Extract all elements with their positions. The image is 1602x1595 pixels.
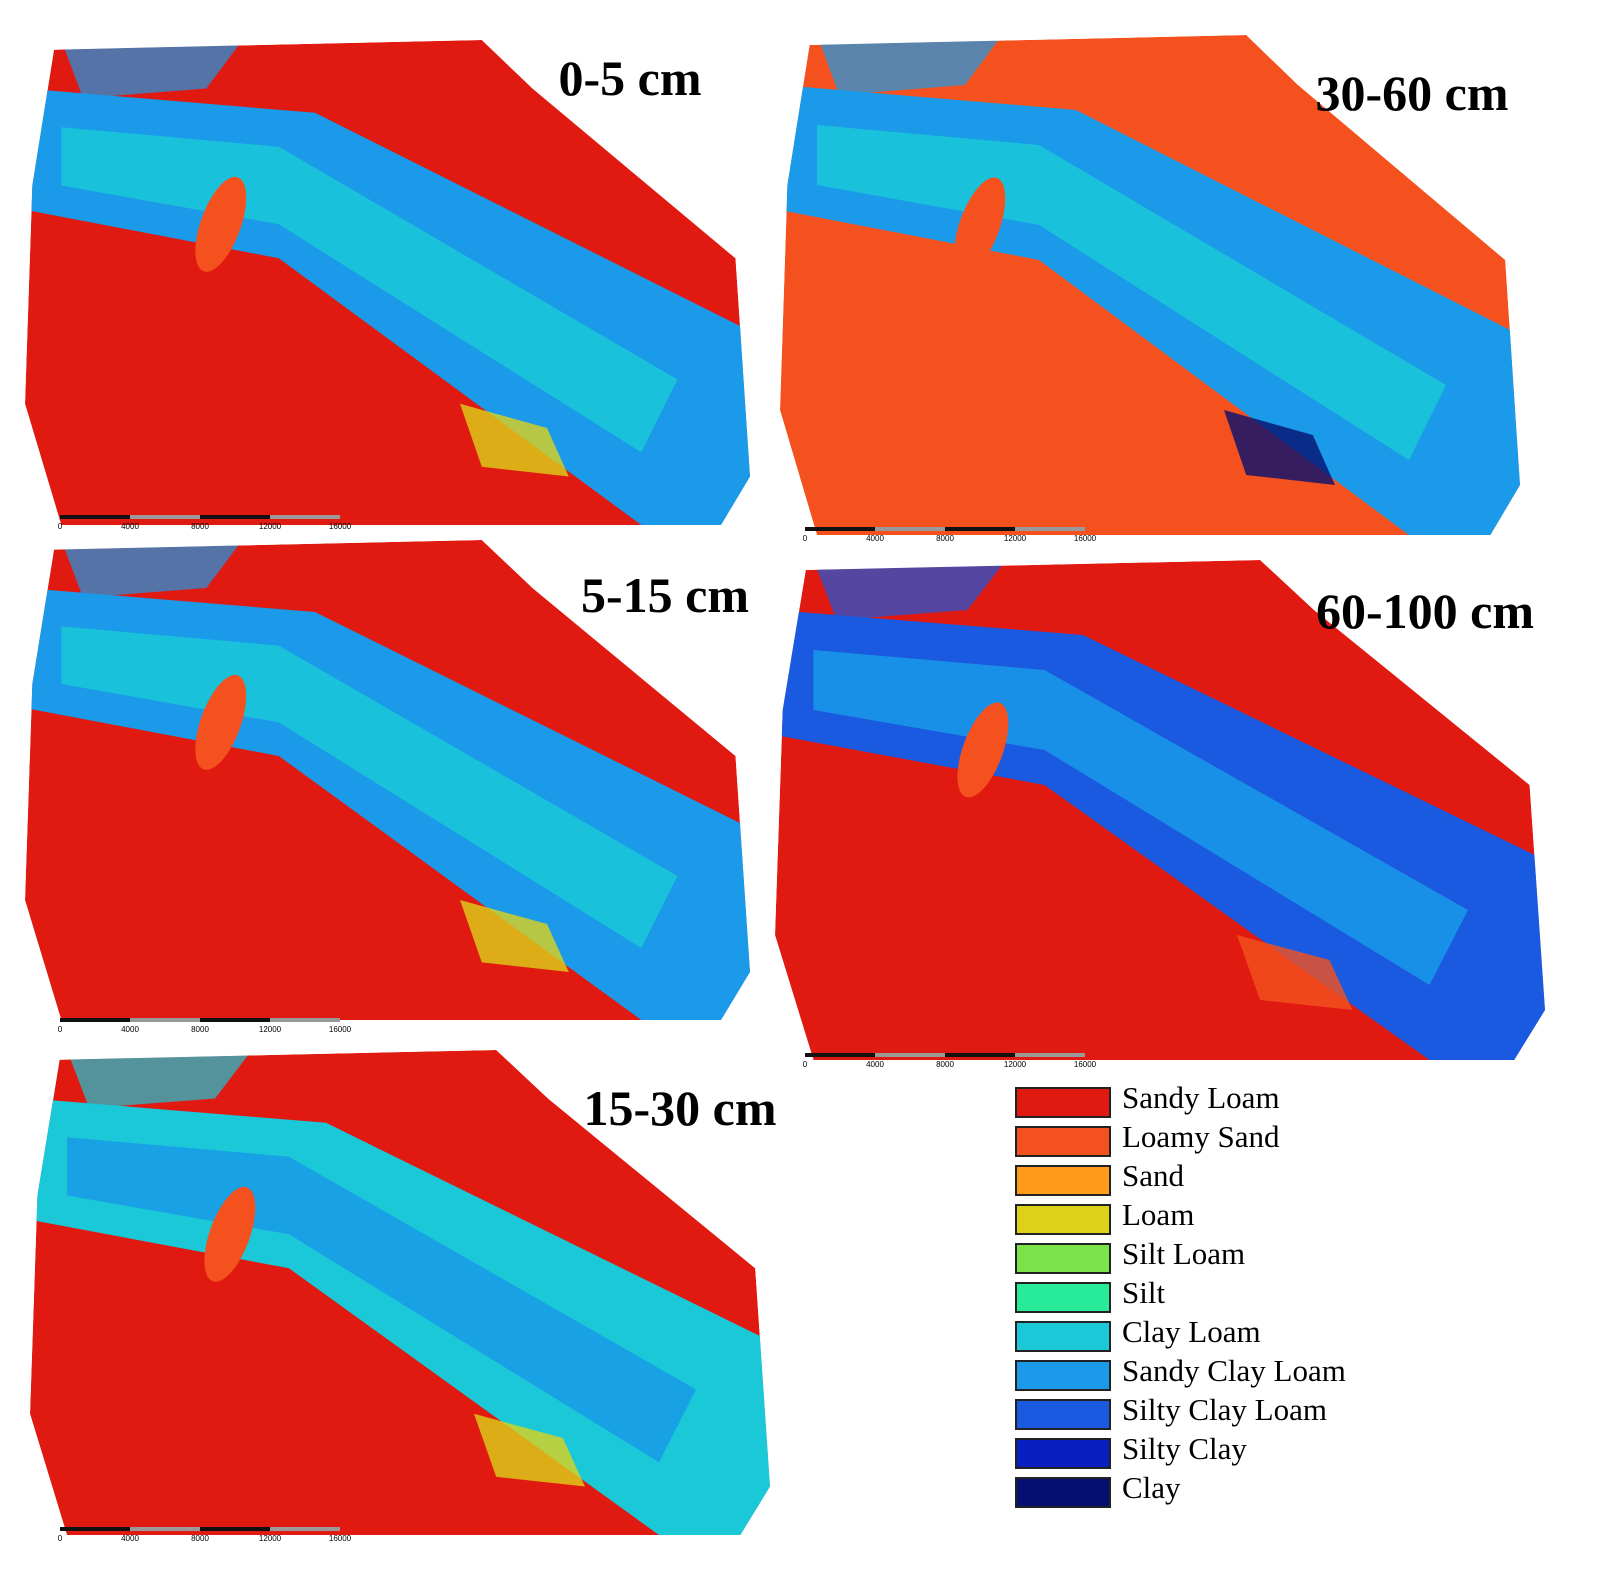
scale-segment: [270, 1527, 340, 1531]
legend-swatch: [1015, 1321, 1111, 1352]
scale-segment: [130, 1527, 200, 1531]
map: [25, 40, 750, 525]
scale-segment: [130, 1018, 200, 1022]
zone-patch: [61, 40, 243, 99]
legend-swatch: [1015, 1126, 1111, 1157]
legend-label: Loamy Sand: [1122, 1119, 1280, 1154]
legend-swatch: [1015, 1204, 1111, 1235]
zone-patch: [954, 177, 1006, 273]
scale-segment: [60, 1018, 130, 1022]
legend-label: Clay Loam: [1122, 1314, 1261, 1349]
scale-segment: [945, 527, 1015, 531]
panel-label: 30-60 cm: [1316, 65, 1509, 121]
legend-label: Sand: [1122, 1158, 1185, 1193]
scale-tick-label: 0: [803, 534, 808, 543]
scale-segment: [875, 527, 945, 531]
scale-tick-label: 0: [58, 522, 63, 531]
scale-tick-label: 8000: [936, 534, 954, 543]
zone-patch: [817, 35, 1002, 95]
map-panel: [25, 40, 750, 525]
scale-tick-label: 8000: [191, 1025, 209, 1034]
scale-tick-label: 16000: [329, 522, 352, 531]
legend-label: Clay: [1122, 1470, 1181, 1505]
scale-segment: [875, 1053, 945, 1057]
scale-tick-label: 12000: [259, 522, 282, 531]
legend-label: Silty Clay: [1122, 1431, 1247, 1466]
zone-patch: [460, 900, 569, 972]
legend-swatch: [1015, 1438, 1111, 1469]
legend-label: Silt: [1122, 1275, 1165, 1310]
scale-segment: [60, 1527, 130, 1531]
panel-label: 15-30 cm: [584, 1080, 777, 1136]
scale-tick-label: 12000: [259, 1025, 282, 1034]
scale-tick-label: 16000: [329, 1025, 352, 1034]
scale-tick-label: 4000: [121, 522, 139, 531]
scale-segment: [1015, 527, 1085, 531]
scale-segment: [1015, 1053, 1085, 1057]
scale-tick-label: 8000: [936, 1060, 954, 1069]
panel-label: 60-100 cm: [1316, 583, 1534, 639]
zone-patch: [1237, 935, 1353, 1010]
scale-tick-label: 0: [803, 1060, 808, 1069]
map: [25, 540, 750, 1020]
zone-patch: [813, 560, 1006, 620]
legend-swatch: [1015, 1282, 1111, 1313]
legend-swatch: [1015, 1477, 1111, 1508]
scale-tick-label: 8000: [191, 1534, 209, 1543]
legend-swatch: [1015, 1360, 1111, 1391]
legend-swatch: [1015, 1087, 1111, 1118]
scale-segment: [270, 515, 340, 519]
scale-tick-label: 12000: [1004, 534, 1027, 543]
scale-tick-label: 16000: [1074, 1060, 1097, 1069]
scale-tick-label: 12000: [1004, 1060, 1027, 1069]
map: [780, 35, 1520, 535]
zone-patch: [474, 1413, 585, 1487]
map: [30, 1050, 770, 1535]
scale-tick-label: 4000: [866, 534, 884, 543]
zone-patch: [957, 702, 1009, 798]
scale-segment: [200, 515, 270, 519]
scale-tick-label: 4000: [866, 1060, 884, 1069]
panel-label: 0-5 cm: [559, 50, 702, 106]
legend-swatch: [1015, 1165, 1111, 1196]
scale-tick-label: 0: [58, 1025, 63, 1034]
scale-segment: [945, 1053, 1015, 1057]
map-panel: [30, 1050, 770, 1535]
scale-tick-label: 16000: [329, 1534, 352, 1543]
scale-tick-label: 16000: [1074, 534, 1097, 543]
scale-tick-label: 8000: [191, 522, 209, 531]
scale-segment: [60, 515, 130, 519]
map: [775, 560, 1545, 1060]
legend-label: Silty Clay Loam: [1122, 1392, 1327, 1427]
zone-patch: [67, 1050, 252, 1109]
zone-patch: [195, 674, 247, 770]
legend-label: Loam: [1122, 1197, 1194, 1232]
legend-label: Silt Loam: [1122, 1236, 1245, 1271]
zone-patch: [61, 540, 243, 598]
legend-label: Sandy Loam: [1122, 1080, 1280, 1115]
map-panel: [775, 560, 1545, 1060]
scale-segment: [130, 515, 200, 519]
scale-segment: [270, 1018, 340, 1022]
panel-label: 5-15 cm: [581, 567, 749, 623]
scale-segment: [200, 1018, 270, 1022]
legend-swatch: [1015, 1243, 1111, 1274]
legend-swatch: [1015, 1399, 1111, 1430]
map-panel: [25, 540, 750, 1020]
scale-segment: [805, 527, 875, 531]
zone-patch: [1224, 410, 1335, 485]
scale-segment: [200, 1527, 270, 1531]
scale-tick-label: 4000: [121, 1025, 139, 1034]
scale-segment: [805, 1053, 875, 1057]
legend-label: Sandy Clay Loam: [1122, 1353, 1346, 1388]
zone-patch: [195, 176, 247, 272]
scale-tick-label: 0: [58, 1534, 63, 1543]
zone-patch: [204, 1186, 256, 1282]
zone-patch: [460, 403, 569, 477]
scale-tick-label: 4000: [121, 1534, 139, 1543]
map-panel: [780, 35, 1520, 535]
scale-tick-label: 12000: [259, 1534, 282, 1543]
